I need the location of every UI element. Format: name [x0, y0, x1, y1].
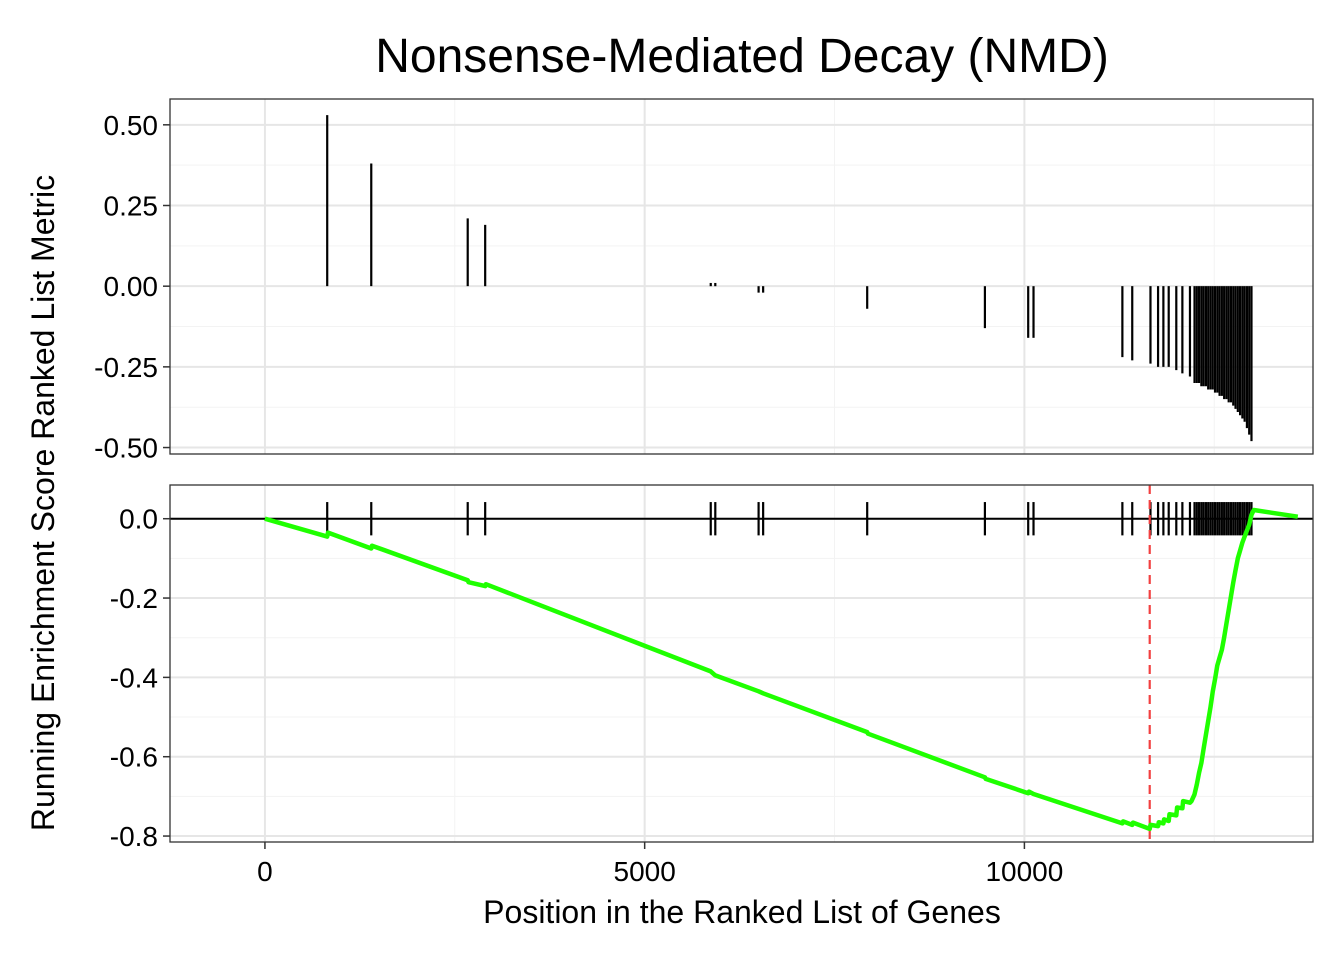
y-tick-label: 0.50: [104, 110, 159, 141]
y-tick-label: -0.50: [94, 433, 158, 464]
running-es-line: [264, 507, 1299, 832]
y-tick-label: 0.25: [104, 191, 159, 222]
x-tick-label: 5000: [614, 856, 676, 887]
y-tick-label: -0.2: [110, 583, 158, 614]
y-axis-title: Running Enrichment Score Ranked List Met…: [25, 175, 61, 831]
x-tick-label: 0: [257, 856, 273, 887]
bottom-panel-border: [169, 484, 1314, 843]
ranked-list-metric-panel: 0.50 0.25 0.00 -0.25 -0.50: [94, 98, 1314, 464]
gene-hit-ticks: [326, 502, 1253, 536]
y-tick-label: -0.8: [110, 821, 158, 852]
bottom-panel-y-axis: 0.0 -0.2 -0.4 -0.6 -0.8: [110, 504, 170, 852]
y-tick-label: -0.4: [110, 662, 158, 693]
ranked-metric-bars: [326, 115, 1253, 442]
y-tick-label: 0.0: [119, 504, 158, 535]
y-tick-label: -0.6: [110, 742, 158, 773]
x-tick-label: 10000: [985, 856, 1063, 887]
y-tick-label: -0.25: [94, 352, 158, 383]
running-es-panel: 0.0 -0.2 -0.4 -0.6 -0.8 0 5000 10000: [110, 484, 1314, 887]
top-panel-grid: [170, 99, 1313, 454]
x-axis: 0 5000 10000: [257, 842, 1063, 887]
top-panel-y-axis: 0.50 0.25 0.00 -0.25 -0.50: [94, 110, 170, 464]
x-axis-title: Position in the Ranked List of Genes: [483, 894, 1001, 930]
top-panel-border: [169, 98, 1314, 455]
chart-title: Nonsense-Mediated Decay (NMD): [375, 30, 1109, 83]
y-tick-label: 0.00: [104, 271, 159, 302]
